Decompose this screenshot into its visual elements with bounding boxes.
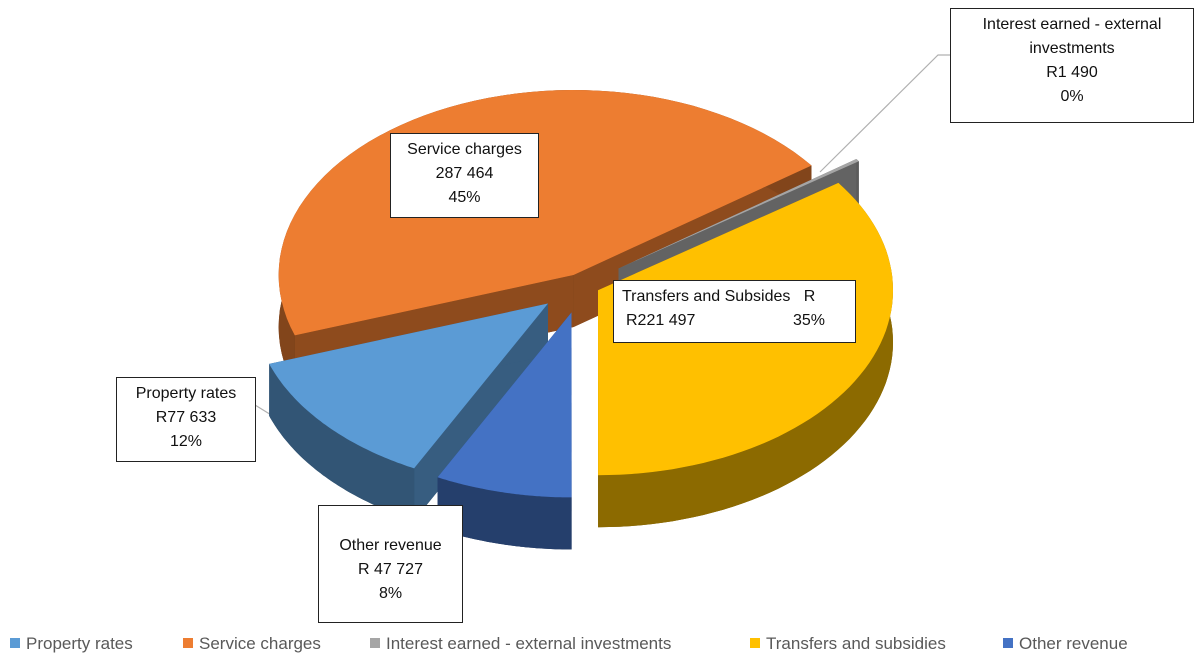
label-name: Interest earned - external investments bbox=[982, 16, 1166, 57]
slice-wall bbox=[856, 159, 859, 214]
label-value: 287 464 bbox=[435, 165, 494, 182]
legend-item: Interest earned - external investments bbox=[370, 634, 671, 654]
label-value: R221 497 bbox=[626, 312, 696, 329]
data-label: Property rates R77 633 12% bbox=[116, 377, 256, 462]
legend-label: Property rates bbox=[26, 634, 133, 653]
label-percent: 0% bbox=[1060, 88, 1084, 105]
legend-swatch bbox=[1003, 638, 1013, 648]
slice-top bbox=[618, 159, 859, 269]
legend-item: Service charges bbox=[183, 634, 321, 654]
slice-top bbox=[437, 312, 572, 498]
data-label: Interest earned - external investments R1… bbox=[950, 8, 1194, 123]
legend-label: Transfers and subsidies bbox=[766, 634, 946, 653]
slice-top bbox=[269, 303, 548, 469]
legend-label: Interest earned - external investments bbox=[386, 634, 672, 653]
legend-item: Transfers and subsidies bbox=[750, 634, 946, 654]
label-name: Property rates bbox=[135, 385, 237, 402]
legend-swatch bbox=[370, 638, 380, 648]
legend-swatch bbox=[183, 638, 193, 648]
leader-line bbox=[819, 54, 950, 173]
label-name: Other revenue bbox=[339, 537, 442, 554]
legend-swatch bbox=[750, 638, 760, 648]
slice-wall bbox=[598, 182, 893, 528]
label-value: R77 633 bbox=[155, 409, 217, 426]
label-percent: 12% bbox=[169, 433, 203, 450]
label-name: Service charges bbox=[407, 141, 522, 158]
slice-wall bbox=[269, 363, 415, 521]
slice-wall bbox=[437, 477, 572, 550]
label-percent: 8% bbox=[378, 585, 403, 602]
data-label: Other revenue R 47 727 8% bbox=[318, 505, 463, 623]
legend-item: Other revenue bbox=[1003, 634, 1128, 654]
label-value: R1 490 bbox=[1046, 64, 1098, 81]
data-label: Service charges 287 464 45% bbox=[390, 133, 539, 218]
label-name: Transfers and Subsides R bbox=[622, 288, 816, 305]
pie-slice bbox=[437, 312, 572, 550]
legend-swatch bbox=[10, 638, 20, 648]
data-label: Transfers and Subsides R R221 497 35% bbox=[613, 280, 856, 343]
label-row: R221 497 35% bbox=[614, 309, 855, 333]
legend-label: Other revenue bbox=[1019, 634, 1128, 653]
label-value: R 47 727 bbox=[358, 561, 423, 578]
legend-label: Service charges bbox=[199, 634, 321, 653]
legend-item: Property rates bbox=[10, 634, 133, 654]
label-percent: 45% bbox=[448, 189, 481, 206]
label-percent: 35% bbox=[792, 312, 825, 329]
